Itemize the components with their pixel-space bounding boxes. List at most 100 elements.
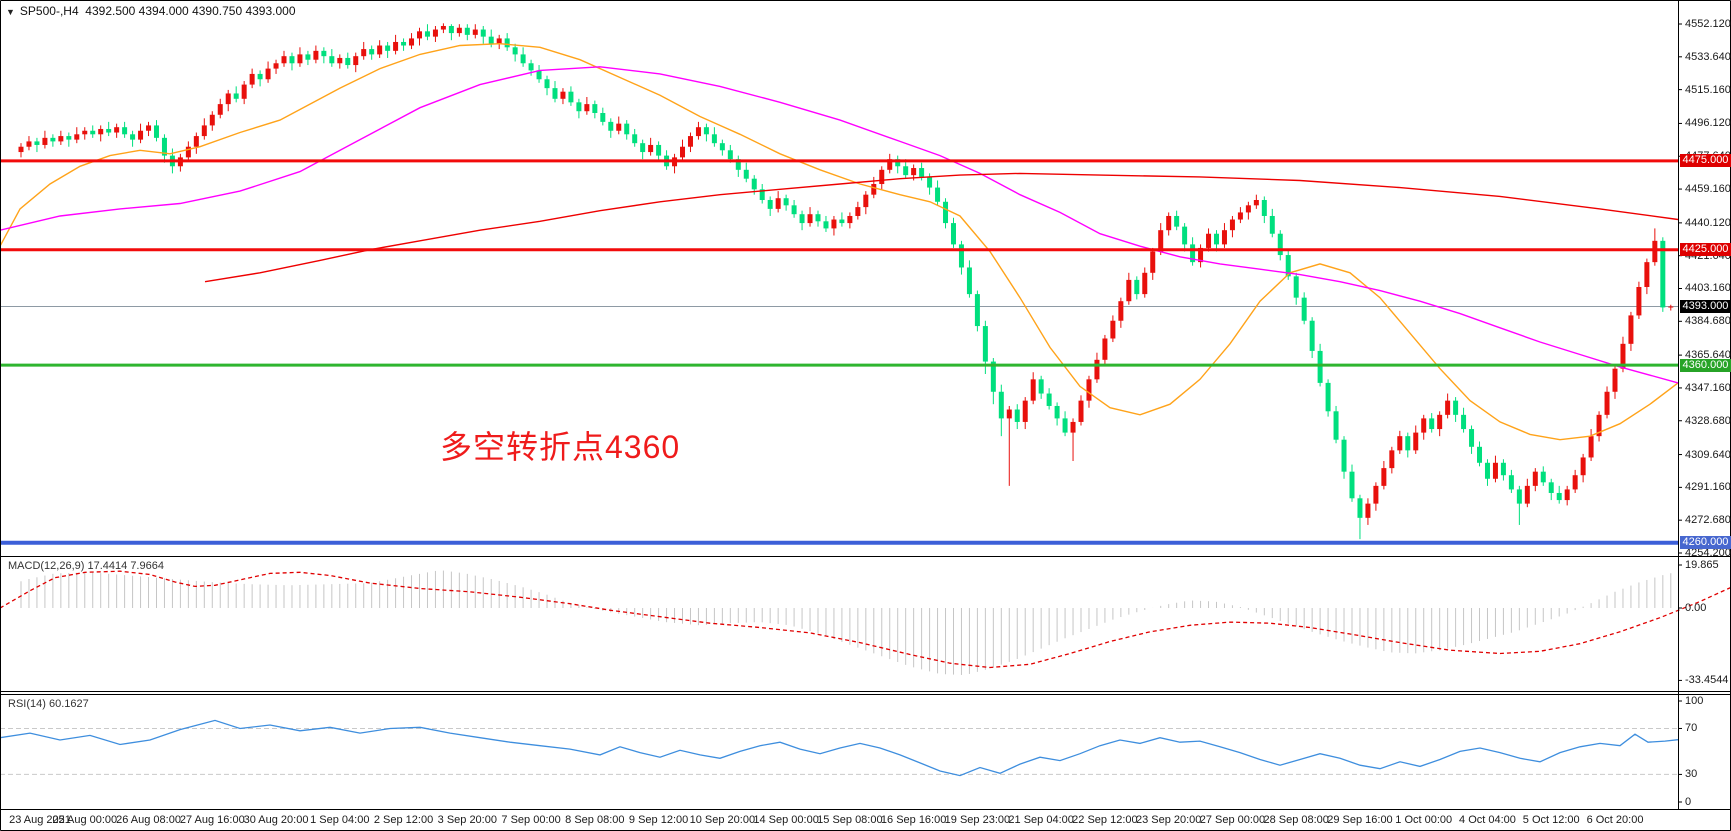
candle-bull <box>74 134 80 140</box>
candle-bull <box>1078 400 1084 422</box>
candle-bull <box>831 219 837 229</box>
candle-bull <box>1437 414 1443 430</box>
candle-bear <box>401 41 407 46</box>
symbol-dropdown-icon[interactable]: ▼ <box>6 7 15 17</box>
candle-bull <box>58 136 64 142</box>
candle-bull <box>209 114 215 126</box>
time-axis-label: 28 Sep 08:00 <box>1263 814 1329 826</box>
candle-bull <box>879 169 885 185</box>
candle-bull <box>1206 233 1212 248</box>
candle-bull <box>82 130 88 135</box>
candle-bear <box>783 198 789 206</box>
candle-bull <box>1596 414 1602 437</box>
candle-bull <box>648 144 654 153</box>
time-axis-label: 27 Aug 16:00 <box>179 814 245 826</box>
candle-bear <box>1405 436 1411 451</box>
time-axis-label: 8 Sep 08:00 <box>565 814 625 826</box>
macd-signal-line <box>0 570 1731 669</box>
candle-bull <box>1381 468 1387 486</box>
candle-bear <box>1453 400 1459 415</box>
candle-bear <box>66 136 72 140</box>
price-tick-label: 4403.160 <box>1685 282 1731 295</box>
price-tick-label: 4328.680 <box>1685 414 1731 427</box>
candle-bull <box>1221 230 1227 245</box>
candle-bear <box>974 294 980 327</box>
price-tick-label: 4254.200 <box>1685 546 1731 559</box>
candle-bull <box>138 130 144 140</box>
candle-bear <box>424 31 430 37</box>
candle-bear <box>1349 471 1355 499</box>
candle-bear <box>544 79 550 89</box>
macd-tick-label: 0.00 <box>1685 602 1707 614</box>
candle-bull <box>687 136 693 147</box>
candle-bull <box>1166 215 1172 231</box>
candle-bear <box>1062 418 1068 433</box>
candle-bull <box>871 184 877 195</box>
candle-bull <box>1229 219 1235 231</box>
price-level-badge: 4425.000 <box>1680 243 1731 257</box>
macd-tick-label: 19.865 <box>1685 559 1719 571</box>
candle-bear <box>90 130 96 135</box>
candle-bull <box>1118 301 1124 321</box>
candle-bear <box>552 88 558 99</box>
candle-bull <box>1620 343 1626 369</box>
candle-bear <box>1014 409 1020 422</box>
candle-bear <box>1484 462 1490 479</box>
candle-bull <box>217 104 223 115</box>
candle-bear <box>743 169 749 179</box>
candle-bull <box>273 63 279 69</box>
candle-bear <box>369 49 375 55</box>
candle-bear <box>568 91 574 103</box>
candle-bull <box>337 57 343 64</box>
candle-bear <box>1341 439 1347 472</box>
candle-bull <box>409 38 415 46</box>
candle-bear <box>1174 215 1180 227</box>
candle-bull <box>911 168 917 176</box>
candle-bull <box>265 68 271 80</box>
candle-bull <box>1142 272 1148 295</box>
rsi-line <box>0 719 1679 777</box>
slow-ma-line <box>204 172 1679 283</box>
candle-bear <box>608 121 614 131</box>
candle-bear <box>1277 233 1283 256</box>
candle-bull <box>185 146 191 158</box>
candle-bull <box>1030 379 1036 401</box>
candle-bull <box>863 194 869 208</box>
candle-bear <box>1134 279 1140 295</box>
candle-bull <box>42 137 48 145</box>
candle-bear <box>106 128 112 133</box>
candle-bear <box>719 143 725 151</box>
candle-bear <box>305 54 311 60</box>
candle-bear <box>464 27 470 35</box>
candle-bull <box>1086 379 1092 401</box>
candle-bear <box>385 45 391 51</box>
price-tick-label: 4309.640 <box>1685 448 1731 461</box>
fast-ma-line <box>0 42 1679 441</box>
candle-bear <box>345 57 351 66</box>
candle-bear <box>233 93 239 99</box>
candle-bull <box>1588 436 1594 458</box>
chart-title-bar[interactable]: ▼ SP500-,H4 4392.500 4394.000 4390.750 43… <box>6 4 296 18</box>
candle-bear <box>1429 418 1435 430</box>
price-tick-label: 4384.680 <box>1685 315 1731 328</box>
candle-bull <box>1126 279 1132 302</box>
candle-bear <box>1548 482 1554 493</box>
price-tick-label: 4365.640 <box>1685 349 1731 362</box>
candle-bull <box>560 91 566 99</box>
candle-bear <box>1516 489 1522 504</box>
time-axis-label: 22 Sep 12:00 <box>1072 814 1138 826</box>
candle-bear <box>703 127 709 135</box>
candle-bear <box>839 219 845 224</box>
candle-bull <box>807 214 813 224</box>
candle-bull <box>616 123 622 131</box>
candle-bull <box>1237 212 1243 220</box>
candle-bull <box>496 38 502 44</box>
annotation-text: 多空转折点4360 <box>440 429 681 465</box>
candle-bull <box>297 54 303 64</box>
macd-tick-label: -33.4544 <box>1685 674 1729 687</box>
candle-bull <box>1006 409 1012 419</box>
candle-bull <box>1652 240 1658 263</box>
time-axis-label: 19 Sep 23:00 <box>944 814 1011 826</box>
candle-bear <box>1325 382 1331 412</box>
